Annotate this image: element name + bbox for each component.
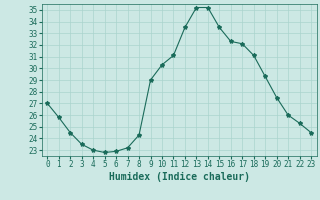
X-axis label: Humidex (Indice chaleur): Humidex (Indice chaleur) (109, 172, 250, 182)
